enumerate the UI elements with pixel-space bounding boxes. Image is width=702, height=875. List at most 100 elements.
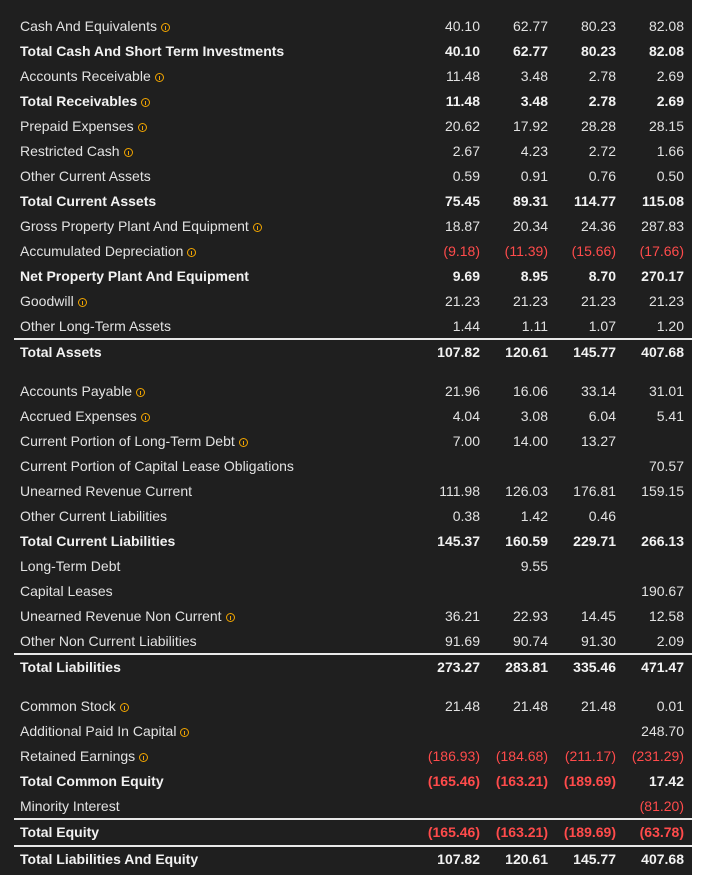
table-row: Current Portion of Capital Lease Obligat… [14, 454, 692, 479]
row-label-text: Capital Leases [20, 583, 113, 599]
value-cell: 0.46 [588, 508, 616, 524]
value-cell: 2.67 [452, 143, 480, 159]
value-cell: 266.13 [641, 533, 684, 549]
info-icon[interactable] [141, 98, 151, 107]
value-cell: 75.45 [444, 193, 480, 209]
value-cell: 107.82 [437, 851, 480, 867]
row-label-text: Total Receivables [20, 93, 138, 109]
value-cell: 20.34 [512, 218, 548, 234]
value-cell: 1.42 [520, 508, 548, 524]
value-cell: 0.91 [520, 168, 548, 184]
info-icon[interactable] [225, 613, 235, 622]
row-label: Total Equity [20, 822, 99, 842]
value-cell: (165.46) [427, 824, 480, 840]
info-icon[interactable] [180, 728, 190, 737]
value-cell: 7.00 [452, 433, 480, 449]
row-label: Total Current Assets [20, 191, 156, 211]
value-cell: 107.82 [437, 344, 480, 360]
table-row: Total Receivables 11.48 3.48 2.78 2.69 [14, 89, 692, 114]
value-cell: 229.71 [573, 533, 616, 549]
info-icon[interactable] [139, 753, 149, 762]
value-cell: 21.23 [512, 293, 548, 309]
table-row: Total Common Equity (165.46) (163.21) (189.… [14, 769, 692, 794]
info-icon[interactable] [77, 298, 87, 307]
value-cell: 0.59 [452, 168, 480, 184]
table-row: Other Current Liabilities 0.38 1.42 0.46 [14, 504, 692, 529]
table-row: Gross Property Plant And Equipment 18.87 2… [14, 214, 692, 239]
value-cell: (15.66) [571, 243, 616, 259]
row-label-text: Accounts Receivable [20, 68, 151, 84]
value-cell: 114.77 [573, 193, 616, 209]
value-cell: 62.77 [512, 43, 548, 59]
value-cell: 190.67 [641, 583, 684, 599]
info-icon[interactable] [154, 73, 164, 82]
row-label: Cash And Equivalents [20, 16, 170, 36]
value-cell: (17.66) [639, 243, 684, 259]
value-cell: 3.08 [520, 408, 548, 424]
row-label: Long-Term Debt [20, 556, 120, 576]
info-icon[interactable] [119, 703, 129, 712]
row-label: Prepaid Expenses [20, 116, 147, 136]
value-cell: 17.92 [512, 118, 548, 134]
row-label-text: Prepaid Expenses [20, 118, 134, 134]
table-row: Other Current Assets 0.59 0.91 0.76 0.50 [14, 164, 692, 189]
value-cell: 11.48 [445, 93, 480, 109]
row-label-text: Other Long-Term Assets [20, 318, 171, 334]
row-label-text: Other Non Current Liabilities [20, 633, 197, 649]
value-cell: 335.46 [573, 659, 616, 675]
table-row: Accumulated Depreciation (9.18) (11.39) (15… [14, 239, 692, 264]
table-row: Restricted Cash 2.67 4.23 2.72 1.66 [14, 139, 692, 164]
value-cell: 33.14 [580, 383, 616, 399]
value-cell: (189.69) [563, 824, 616, 840]
value-cell: 145.77 [573, 344, 616, 360]
info-icon[interactable] [137, 123, 147, 132]
value-cell: 111.98 [439, 483, 480, 499]
value-cell: 24.36 [580, 218, 616, 234]
row-label: Accounts Payable [20, 381, 146, 401]
info-icon[interactable] [140, 413, 150, 422]
row-label-text: Accumulated Depreciation [20, 243, 184, 259]
row-label: Accounts Receivable [20, 66, 164, 86]
value-cell: 16.06 [512, 383, 548, 399]
value-cell: 21.48 [444, 698, 480, 714]
value-cell: (9.18) [443, 243, 480, 259]
row-label-text: Cash And Equivalents [20, 18, 157, 34]
value-cell: (231.29) [631, 748, 684, 764]
table-row: Accounts Receivable 11.48 3.48 2.78 2.69 [14, 64, 692, 89]
row-label: Current Portion of Capital Lease Obligat… [20, 456, 294, 476]
value-cell: 62.77 [512, 18, 548, 34]
row-label: Restricted Cash [20, 141, 133, 161]
row-label-text: Long-Term Debt [20, 558, 121, 574]
row-label: Common Stock [20, 696, 129, 716]
info-icon[interactable] [160, 23, 170, 32]
value-cell: 407.68 [641, 851, 684, 867]
value-cell: 0.76 [588, 168, 616, 184]
table-row: Additional Paid In Capital 248.70 [14, 719, 692, 744]
value-cell: 1.07 [588, 318, 616, 334]
row-label-text: Current Portion of Capital Lease Obligat… [20, 458, 294, 474]
info-icon[interactable] [187, 248, 197, 257]
info-icon[interactable] [238, 438, 248, 447]
info-icon[interactable] [123, 148, 133, 157]
row-label-text: Other Current Liabilities [20, 508, 168, 524]
row-label: Gross Property Plant And Equipment [20, 216, 262, 236]
table-row: Total Assets 107.82 120.61 145.77 407.68 [14, 338, 692, 365]
value-cell: (189.69) [563, 773, 616, 789]
row-label-text: Minority Interest [20, 798, 120, 814]
info-icon[interactable] [136, 388, 146, 397]
value-cell: 270.17 [641, 268, 684, 284]
row-label-text: Additional Paid In Capital [20, 723, 177, 739]
table-row: Total Current Assets 75.45 89.31 114.77 115.… [14, 189, 692, 214]
value-cell: 1.44 [452, 318, 480, 334]
value-cell: 82.08 [648, 18, 684, 34]
row-label-text: Accrued Expenses [20, 408, 137, 424]
row-label: Accrued Expenses [20, 406, 150, 426]
info-icon[interactable] [252, 223, 262, 232]
table-row: Total Liabilities And Equity 107.82 120.61… [14, 845, 692, 872]
value-cell: 145.37 [437, 533, 480, 549]
value-cell: 159.15 [641, 483, 684, 499]
row-label-text: Unearned Revenue Non Current [20, 608, 222, 624]
value-cell: 120.61 [505, 851, 548, 867]
value-cell: 0.50 [656, 168, 684, 184]
row-label: Capital Leases [20, 581, 113, 601]
